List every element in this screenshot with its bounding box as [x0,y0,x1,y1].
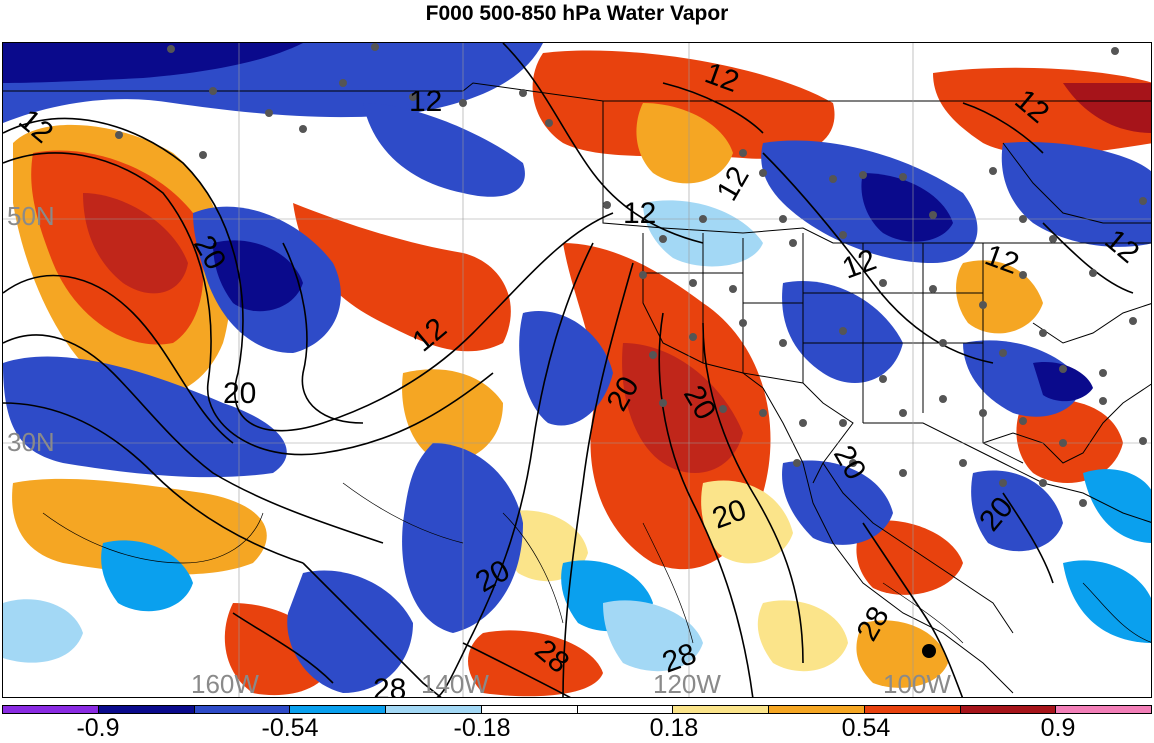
station-markers [115,43,1147,507]
latitude-label: 30N [7,427,55,457]
contour-label: 20 [223,377,256,410]
colorbar-tick-label: 0.54 [841,714,891,742]
colorbar-segment [769,706,865,713]
colorbar-labels: -0.9 -0.54 -0.18 0.18 0.54 0.9 [2,714,1152,742]
longitude-label: 120W [653,669,721,698]
thin-contours [42,482,1151,644]
map-title: F000 500-850 hPa Water Vapor [425,2,729,25]
contour-label: 12 [409,85,442,118]
colorbar-segment [864,706,961,713]
colorbar-tick-label: -0.54 [261,714,319,742]
colorbar-tick-label: -0.9 [76,714,120,742]
longitude-label: 160W [191,669,259,698]
colorbar-segment [98,706,195,713]
colorbar-segment [481,706,578,713]
colorbar-tick-label: -0.18 [453,714,511,742]
highlight-station-marker [922,644,936,658]
longitude-label: 100W [883,669,951,698]
colorbar-segment [673,706,769,713]
political-boundaries [3,82,1151,694]
colorbar-tick-label: 0.9 [1040,714,1076,742]
anomaly-field: 12 12 12 12 12 12 12 12 12 12 20 20 20 2… [3,43,1151,698]
contour-label: 12 [623,197,656,230]
colorbar-tick-label: 0.18 [649,714,699,742]
negative-anomaly-areas [3,43,1151,693]
colorbar-segment [3,706,99,713]
map-panel: 12 12 12 12 12 12 12 12 12 12 20 20 20 2… [2,42,1152,698]
contour-label: 28 [373,673,406,698]
colorbar-segment [386,706,482,713]
colorbar-segment [1056,706,1151,713]
colorbar-segment [960,706,1057,713]
colorbar-segment [194,706,291,713]
water-vapor-contours [3,43,1134,697]
colorbar [2,705,1152,714]
colorbar-segment [577,706,674,713]
latitude-label: 50N [7,201,55,231]
colorbar-segment [290,706,386,713]
longitude-label: 140W [421,669,489,698]
